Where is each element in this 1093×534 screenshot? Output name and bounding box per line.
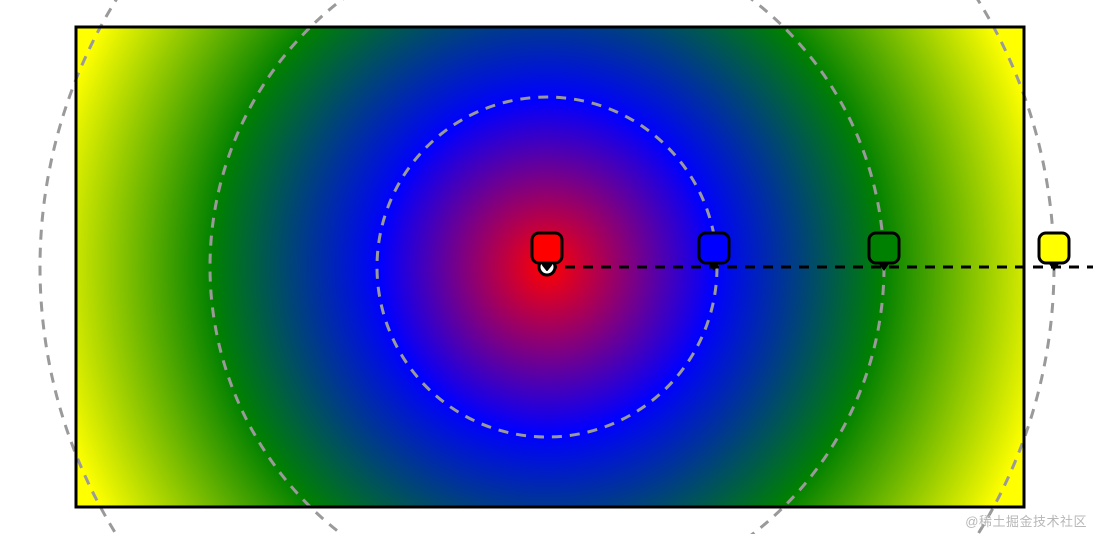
color-stop-marker-3[interactable] xyxy=(1039,233,1069,271)
gradient-diagram xyxy=(0,0,1093,534)
marker-swatch xyxy=(1039,233,1069,263)
marker-swatch xyxy=(532,233,562,263)
marker-swatch xyxy=(869,233,899,263)
marker-swatch xyxy=(699,233,729,263)
